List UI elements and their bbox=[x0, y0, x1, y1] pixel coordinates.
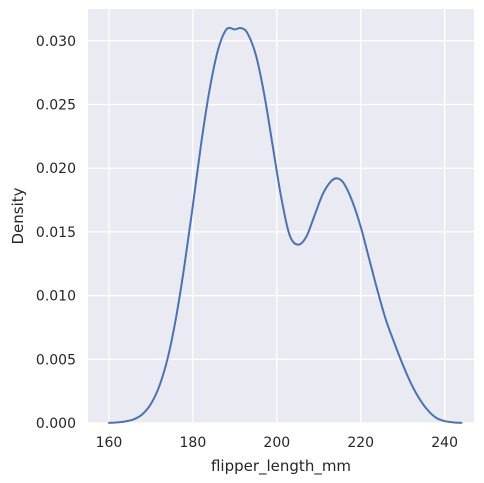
y-tick-label: 0.010 bbox=[36, 289, 76, 305]
y-tick-label: 0.025 bbox=[36, 98, 76, 114]
series-group bbox=[107, 26, 463, 424]
x-ticks: 160 180 200 220 240 bbox=[96, 435, 458, 451]
density-line bbox=[107, 26, 463, 424]
x-tick-label: 220 bbox=[347, 435, 374, 451]
x-tick-label: 240 bbox=[431, 435, 458, 451]
plot-background bbox=[88, 9, 474, 423]
y-tick-label: 0.000 bbox=[36, 416, 76, 432]
y-tick-label: 0.020 bbox=[36, 161, 76, 177]
x-tick-label: 180 bbox=[180, 435, 207, 451]
x-axis-label: flipper_length_mm bbox=[211, 457, 351, 476]
x-tick-label: 200 bbox=[263, 435, 290, 451]
y-tick-label: 0.030 bbox=[36, 34, 76, 50]
y-axis-label: Density bbox=[9, 187, 27, 244]
y-tick-label: 0.015 bbox=[36, 225, 76, 241]
y-ticks: 0.000 0.005 0.010 0.015 0.020 0.025 0.030 bbox=[36, 34, 76, 432]
grid bbox=[88, 9, 474, 424]
y-tick-label: 0.005 bbox=[36, 352, 76, 368]
x-tick-label: 160 bbox=[96, 435, 123, 451]
